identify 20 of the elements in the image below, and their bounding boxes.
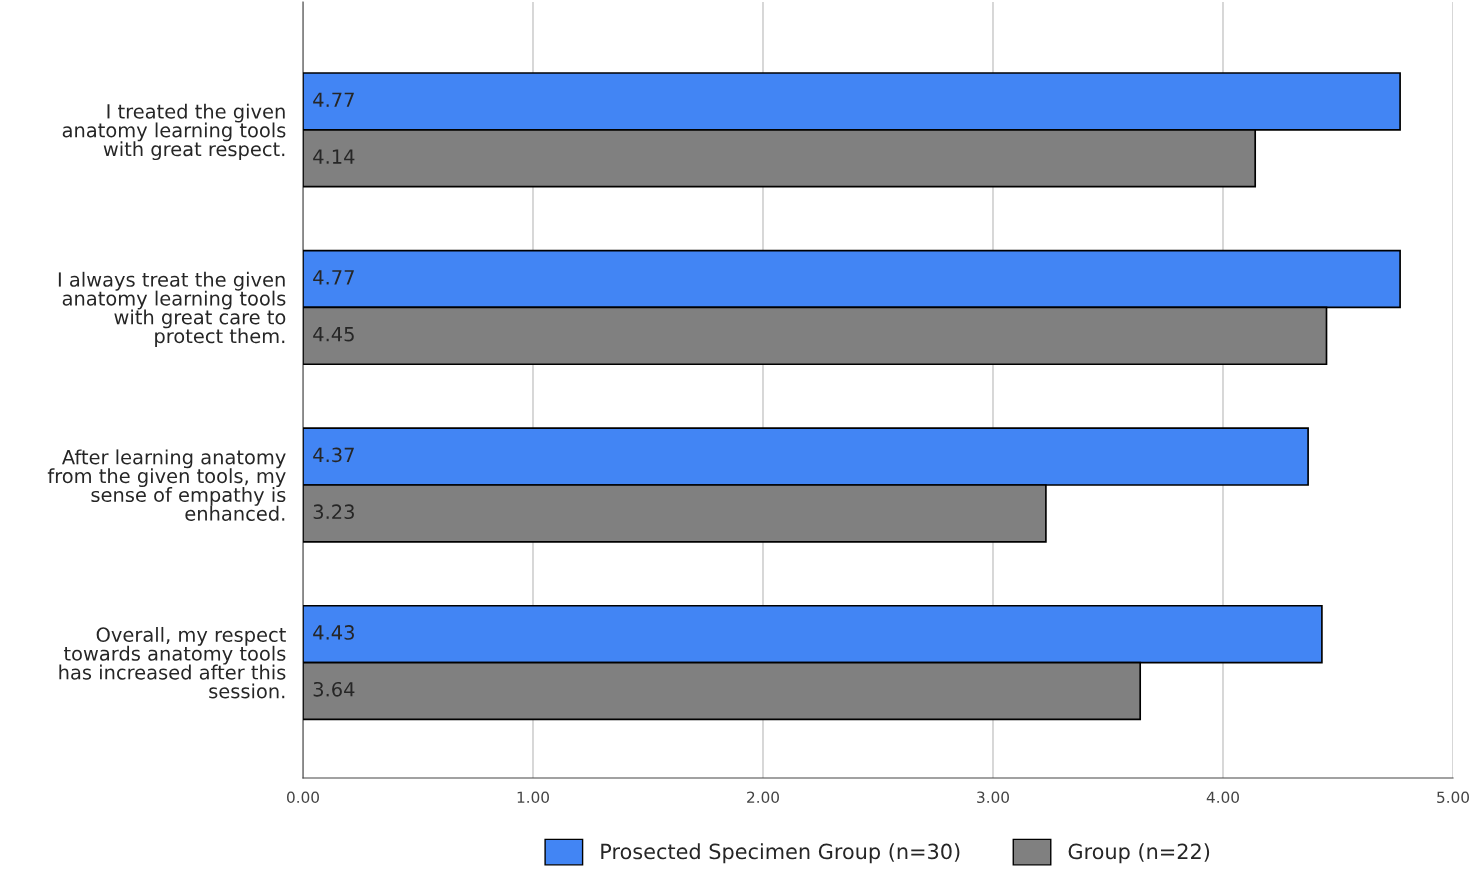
y-tick-label: Overall, my respect towards anatomy tools has increased after this session. — [59, 626, 286, 699]
data-label: 3.64 — [313, 681, 355, 697]
legend-label: Prosected Specimen Group (n=30) — [601, 843, 960, 864]
data-label: 4.77 — [313, 92, 354, 107]
legend-label: Group (n=22) — [1068, 843, 1210, 864]
data-label: 4.14 — [313, 149, 355, 164]
data-label: 4.43 — [313, 625, 354, 640]
data-label: 4.45 — [313, 327, 354, 342]
y-tick-label: I always treat the given anatomy learning tools with great care to protect them. — [58, 271, 286, 348]
y-tick-label: After learning anatomy from the given tools, my sense of empathy is enhanced. — [47, 449, 286, 521]
data-label: 4.77 — [313, 270, 354, 285]
data-label: 4.37 — [313, 447, 354, 463]
x-tick-label: 3.00 — [977, 791, 1009, 804]
x-tick-label: 0.00 — [287, 791, 319, 804]
y-tick-label: I treated the given anatomy learning tools with great respect. — [62, 103, 286, 161]
x-tick-label: 1.00 — [517, 791, 549, 804]
data-label: 3.23 — [313, 504, 354, 520]
x-tick-label: 5.00 — [1437, 791, 1469, 804]
x-tick-label: 4.00 — [1206, 791, 1239, 804]
x-tick-label: 2.00 — [747, 791, 779, 804]
